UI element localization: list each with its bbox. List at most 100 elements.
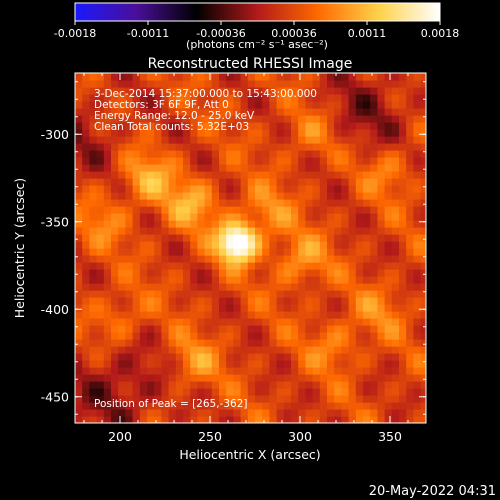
heatmap-cell (298, 290, 306, 298)
heatmap-cell (276, 185, 285, 193)
heatmap-cell (363, 171, 371, 179)
heatmap-cell (355, 143, 364, 151)
heatmap-cell (240, 374, 249, 382)
heatmap-cell (355, 164, 364, 172)
heatmap-cell (370, 248, 378, 256)
heatmap-cell (139, 206, 148, 214)
heatmap-cell (391, 381, 400, 389)
heatmap-cell (219, 374, 227, 382)
heatmap-cell (175, 206, 184, 214)
heatmap-cell (420, 143, 426, 151)
heatmap-cell (89, 402, 98, 410)
heatmap-cell (384, 402, 393, 410)
heatmap-cell (233, 150, 242, 158)
heatmap-cell (341, 87, 350, 95)
heatmap-cell (276, 115, 285, 123)
heatmap-cell (147, 185, 155, 193)
heatmap-cell (262, 304, 270, 312)
heatmap-cell (175, 416, 184, 423)
heatmap-cell (341, 276, 350, 284)
heatmap-cell (391, 346, 400, 354)
heatmap-cell (247, 402, 256, 410)
heatmap-cell (262, 325, 270, 333)
heatmap-cell (89, 94, 98, 102)
heatmap-cell (175, 241, 184, 249)
heatmap-cell (183, 136, 191, 144)
heatmap-cell (82, 381, 90, 389)
heatmap-cell (283, 199, 292, 207)
heatmap-cell (204, 416, 213, 423)
heatmap-cell (139, 318, 148, 326)
heatmap-cell (298, 227, 306, 235)
heatmap-cell (96, 374, 105, 382)
heatmap-cell (413, 150, 422, 158)
heatmap-cell (291, 311, 299, 319)
heatmap-cell (348, 304, 357, 312)
heatmap-cell (89, 360, 98, 368)
heatmap-cell (204, 185, 213, 193)
heatmap-cell (147, 115, 155, 123)
heatmap-cell (377, 80, 386, 88)
heatmap-cell (391, 129, 400, 137)
heatmap-cell (291, 122, 299, 130)
heatmap-cell (276, 269, 285, 277)
heatmap-cell (406, 87, 414, 95)
heatmap-cell (312, 227, 321, 235)
heatmap-cell (319, 276, 328, 284)
heatmap-cell (363, 136, 371, 144)
heatmap-cell (305, 388, 314, 396)
heatmap-cell (255, 87, 263, 95)
heatmap-cell (276, 290, 285, 298)
heatmap-cell (190, 402, 198, 410)
heatmap-cell (262, 143, 270, 151)
heatmap-cell (384, 87, 393, 95)
heatmap-cell (355, 227, 364, 235)
heatmap-cell (132, 276, 141, 284)
heatmap-cell (334, 136, 342, 144)
heatmap-cell (154, 290, 162, 298)
heatmap-cell (413, 213, 422, 221)
heatmap-cell (197, 276, 206, 284)
heatmap-cell (384, 234, 393, 242)
heatmap-cell (240, 199, 249, 207)
heatmap-cell (139, 248, 148, 256)
heatmap-cell (147, 171, 155, 179)
heatmap-cell (262, 87, 270, 95)
heatmap-cell (118, 185, 126, 193)
heatmap-cell (391, 157, 400, 165)
heatmap-cell (420, 94, 426, 102)
heatmap-cell (298, 409, 306, 417)
heatmap-cell (391, 409, 400, 417)
heatmap-cell (341, 213, 350, 221)
heatmap-cell (75, 297, 83, 305)
heatmap-cell (327, 409, 335, 417)
heatmap-cell (406, 241, 414, 249)
heatmap-cell (370, 297, 378, 305)
heatmap-cell (298, 241, 306, 249)
heatmap-cell (262, 409, 270, 417)
heatmap-cell (262, 255, 270, 263)
heatmap-cell (363, 297, 371, 305)
heatmap-cell (298, 199, 306, 207)
heatmap-cell (406, 220, 414, 228)
heatmap-cell (211, 227, 220, 235)
heatmap-cell (298, 122, 306, 130)
heatmap-cell (370, 283, 378, 291)
heatmap-cell (384, 262, 393, 270)
heatmap-cell (233, 94, 242, 102)
heatmap-cell (132, 318, 141, 326)
heatmap-cell (305, 171, 314, 179)
heatmap-cell (298, 304, 306, 312)
heatmap-cell (341, 318, 350, 326)
heatmap-cell (255, 199, 263, 207)
heatmap-cell (154, 73, 162, 81)
heatmap-cell (348, 297, 357, 305)
heatmap-cell (125, 206, 134, 214)
heatmap-cell (197, 297, 206, 305)
heatmap-cell (96, 388, 105, 396)
heatmap-cell (132, 381, 141, 389)
heatmap-cell (118, 395, 126, 403)
heatmap-cell (247, 290, 256, 298)
heatmap-cell (384, 150, 393, 158)
heatmap-cell (305, 255, 314, 263)
